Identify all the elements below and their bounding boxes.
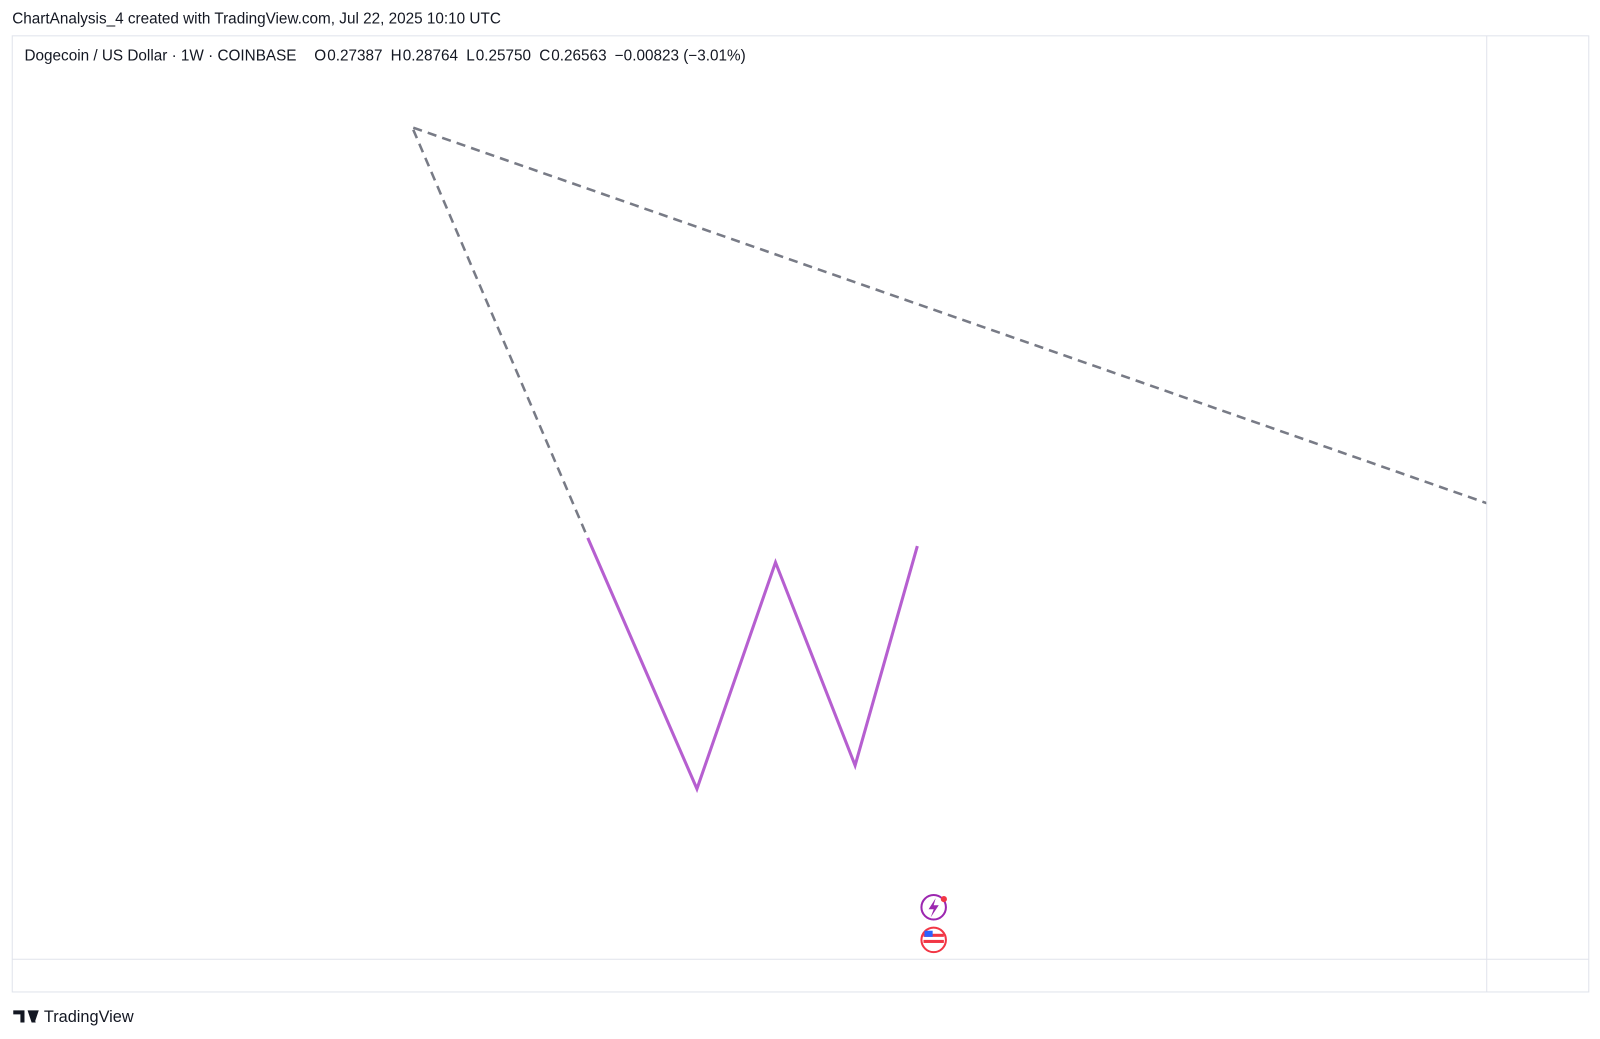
drawings: [412, 126, 1488, 794]
event-icon-bolt: [928, 898, 939, 918]
pattern-line: [586, 537, 919, 794]
frame: [11, 35, 1590, 993]
ohlc-legend: O 0.27387 H 0.28764 L 0.25750 C 0.26563 −0.00823…: [314, 47, 745, 64]
brand: TradingView: [44, 1008, 134, 1026]
ohlc-key: O: [314, 47, 326, 64]
fib-trend-line: [412, 129, 589, 539]
ohlc-value: 0.28764: [403, 47, 459, 64]
flag-canton: [924, 930, 933, 937]
event-dot: [940, 896, 947, 903]
axes: [11, 35, 1590, 993]
credit: ChartAnalysis_4 created with TradingView…: [12, 11, 501, 28]
ohlc-key: L: [466, 47, 475, 64]
ohlc-key: C: [539, 47, 550, 64]
footer: TradingView: [13, 1008, 134, 1026]
event-icons: [920, 893, 947, 954]
ohlc-key: H: [391, 47, 402, 64]
change: −0.00823 (−3.01%): [615, 47, 746, 64]
flag-stripe: [923, 933, 944, 937]
ohlc-value: 0.27387: [327, 47, 382, 64]
flag-stripe: [923, 939, 944, 943]
brand-logo: [13, 1010, 39, 1023]
symbol-title: Dogecoin / US Dollar · 1W · COINBASE: [24, 47, 296, 64]
ohlc-value: 0.25750: [476, 47, 531, 64]
trend-line: [412, 126, 1488, 505]
ohlc-value: 0.26563: [551, 47, 606, 64]
